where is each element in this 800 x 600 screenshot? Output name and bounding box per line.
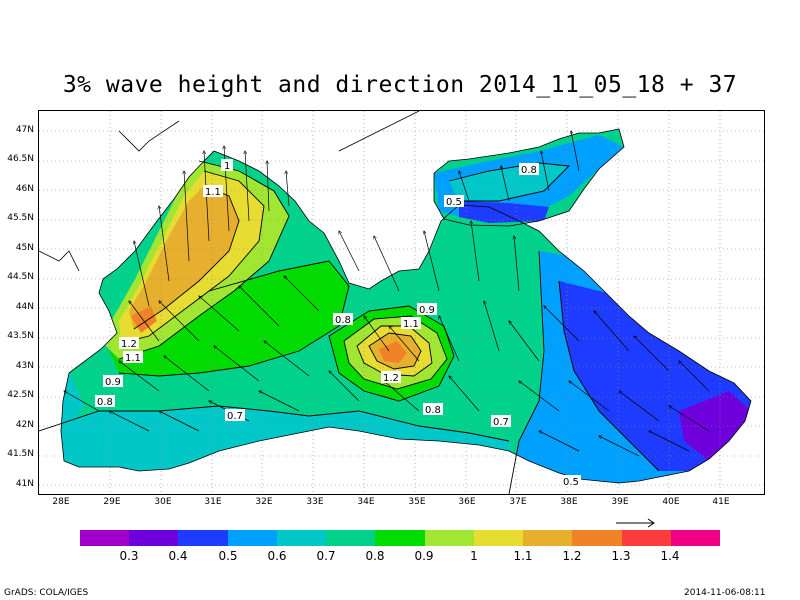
- lon-label: 32E: [255, 497, 273, 507]
- lon-label: 36E: [458, 497, 476, 507]
- contour-value-labels: 1 1.1 1.2 1.1 0.9 0.8 0.7 0.8 0.9 1.1 1.…: [95, 159, 581, 488]
- lon-label: 38E: [560, 497, 578, 507]
- colorbar-swatch: [523, 530, 573, 546]
- lon-label: 28E: [52, 497, 70, 507]
- lat-label: 46N: [15, 184, 34, 194]
- lon-label: 41E: [712, 497, 730, 507]
- colorbar-swatch: [572, 530, 622, 546]
- contour-label: 0.5: [446, 197, 462, 208]
- colorbar-swatch: [276, 530, 327, 546]
- colorbar-label: 0.9: [414, 549, 434, 563]
- contour-label: 1.1: [125, 353, 141, 364]
- colorbar-swatch: [326, 530, 376, 546]
- footer-credit: GrADS: COLA/IGES: [4, 588, 89, 598]
- lat-label: 46.5N: [7, 154, 34, 164]
- contour-label: 1: [224, 161, 230, 172]
- colorbar-label: 0.7: [316, 549, 336, 563]
- colorbar-swatch: [621, 530, 671, 546]
- lon-label: 37E: [509, 497, 527, 507]
- lat-label: 47N: [15, 125, 34, 135]
- contour-lines: [39, 160, 660, 494]
- colorbar-label: 0.6: [267, 549, 287, 563]
- contour-label: 0.7: [227, 411, 243, 422]
- map-panel: 1 1.1 1.2 1.1 0.9 0.8 0.7 0.8 0.9 1.1 1.…: [38, 110, 765, 495]
- wave-height-fill: [61, 129, 751, 483]
- lat-label: 45N: [15, 243, 34, 253]
- contour-label: 0.8: [521, 165, 537, 176]
- contour-label: 0.8: [335, 315, 351, 326]
- lon-label: 35E: [408, 497, 426, 507]
- graticule: [39, 111, 764, 494]
- contour-label: 0.7: [493, 417, 509, 428]
- colorbar-swatch: [227, 530, 277, 546]
- lat-label: 41N: [15, 479, 34, 489]
- lon-label: 39E: [611, 497, 629, 507]
- contour-label: 0.9: [419, 305, 435, 316]
- lat-label: 44.5N: [7, 272, 34, 282]
- wave-direction-arrows: [64, 131, 710, 457]
- reference-vector: [616, 518, 655, 528]
- lon-label: 30E: [154, 497, 172, 507]
- contour-label: 1.2: [121, 339, 137, 350]
- colorbar-swatch: [80, 530, 130, 546]
- colorbar-label: 0.5: [218, 549, 238, 563]
- colorbar-label: 1.1: [513, 549, 533, 563]
- lat-label: 42.5N: [7, 390, 34, 400]
- lon-label: 34E: [357, 497, 375, 507]
- contour-label: 0.8: [425, 405, 441, 416]
- colorbar-swatch: [424, 530, 474, 546]
- footer-timestamp: 2014-11-06-08:11: [684, 588, 766, 598]
- contour-label: 1.2: [383, 373, 399, 384]
- lat-label: 41.5N: [7, 449, 34, 459]
- lon-label: 29E: [103, 497, 121, 507]
- colorbar: [80, 530, 721, 546]
- colorbar-label: 0.4: [168, 549, 188, 563]
- colorbar-swatch: [178, 530, 228, 546]
- colorbar-swatch: [129, 530, 179, 546]
- lon-label: 31E: [204, 497, 222, 507]
- colorbar-label: 0.3: [119, 549, 139, 563]
- colorbar-swatch: [670, 530, 721, 546]
- coastline: [39, 111, 752, 484]
- colorbar-swatch: [375, 530, 425, 546]
- map-title: 3% wave height and direction 2014_11_05_…: [62, 72, 738, 98]
- lon-label: 33E: [306, 497, 324, 507]
- colorbar-swatch: [473, 530, 524, 546]
- colorbar-label: 0.8: [365, 549, 385, 563]
- wave-height-map: 1 1.1 1.2 1.1 0.9 0.8 0.7 0.8 0.9 1.1 1.…: [39, 111, 764, 494]
- lon-label: 40E: [662, 497, 680, 507]
- colorbar-label: 1: [470, 549, 478, 563]
- contour-label: 0.5: [563, 477, 579, 488]
- contour-label: 0.9: [105, 377, 121, 388]
- colorbar-label: 1.4: [660, 549, 680, 563]
- lat-label: 45.5N: [7, 213, 34, 223]
- contour-label: 1.1: [403, 319, 419, 330]
- contour-label: 1.1: [205, 187, 221, 198]
- colorbar-label: 1.3: [611, 549, 631, 563]
- contour-label: 0.8: [97, 397, 113, 408]
- lat-label: 42N: [15, 420, 34, 430]
- lat-label: 44N: [15, 302, 34, 312]
- colorbar-label: 1.2: [562, 549, 582, 563]
- lat-label: 43N: [15, 361, 34, 371]
- lat-label: 43.5N: [7, 331, 34, 341]
